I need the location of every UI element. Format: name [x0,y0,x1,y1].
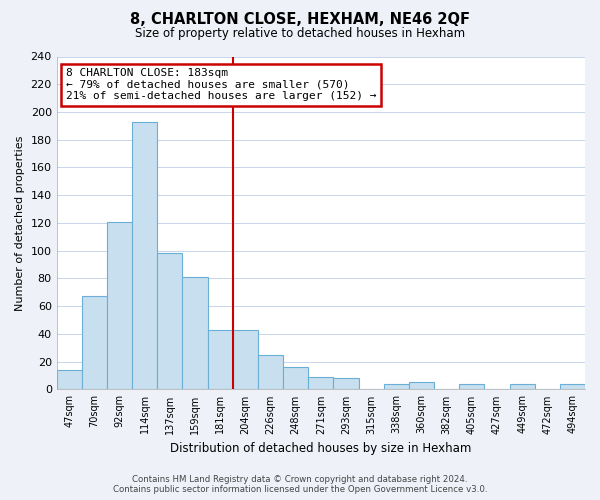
Bar [509,384,535,390]
Bar [208,330,233,390]
Y-axis label: Number of detached properties: Number of detached properties [15,136,25,310]
Text: Size of property relative to detached houses in Hexham: Size of property relative to detached ho… [135,28,465,40]
Bar [258,355,283,390]
Bar [334,378,359,390]
Bar [182,277,208,390]
Text: 8, CHARLTON CLOSE, HEXHAM, NE46 2QF: 8, CHARLTON CLOSE, HEXHAM, NE46 2QF [130,12,470,28]
X-axis label: Distribution of detached houses by size in Hexham: Distribution of detached houses by size … [170,442,472,455]
Bar [560,384,585,390]
Bar [308,377,334,390]
Bar [384,384,409,390]
Bar [157,254,182,390]
Bar [283,367,308,390]
Bar [132,122,157,390]
Bar [107,222,132,390]
Bar [56,370,82,390]
Bar [459,384,484,390]
Text: Contains HM Land Registry data © Crown copyright and database right 2024.
Contai: Contains HM Land Registry data © Crown c… [113,474,487,494]
Bar [409,382,434,390]
Bar [233,330,258,390]
Text: 8 CHARLTON CLOSE: 183sqm
← 79% of detached houses are smaller (570)
21% of semi-: 8 CHARLTON CLOSE: 183sqm ← 79% of detach… [65,68,376,102]
Bar [82,296,107,390]
